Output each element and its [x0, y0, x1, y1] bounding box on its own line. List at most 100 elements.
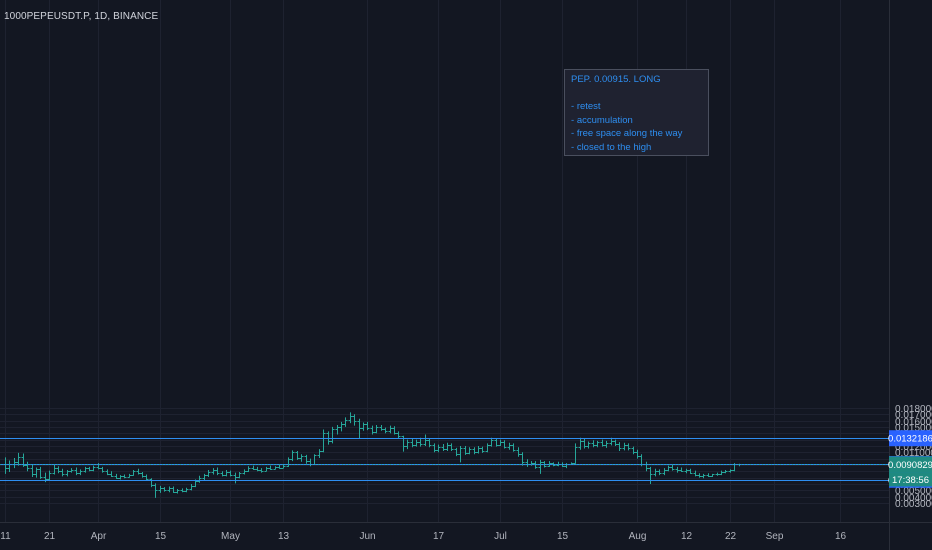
ohlc-bar	[675, 466, 680, 473]
trade-note-title: PEP. 0.00915. LONG	[571, 74, 661, 85]
ohlc-bar	[723, 470, 728, 474]
ohlc-bar	[60, 468, 65, 477]
ohlc-bar	[109, 471, 114, 478]
ohlc-bar	[52, 464, 57, 475]
x-tick-label: 15	[155, 531, 167, 542]
x-tick-label: Aug	[629, 531, 647, 542]
ohlc-bar	[290, 450, 295, 462]
ohlc-bar	[105, 469, 110, 476]
x-tick-label: Jul	[494, 531, 507, 542]
ohlc-bar	[228, 470, 233, 477]
ohlc-bar	[388, 425, 393, 434]
ohlc-bar	[78, 469, 83, 476]
ohlc-bar	[197, 475, 202, 483]
ohlc-bar	[25, 461, 30, 472]
ohlc-bar	[472, 447, 477, 455]
ohlc-bar	[114, 473, 119, 479]
last-price-tag-bg	[889, 456, 932, 473]
countdown-label: 17:38:56	[892, 475, 929, 486]
ohlc-bar	[259, 468, 264, 473]
trade-note-line: accumulation	[571, 114, 702, 128]
ohlc-bar	[242, 469, 247, 475]
ohlc-bar	[202, 473, 207, 481]
ohlc-bar	[357, 418, 362, 439]
horizontal-levels[interactable]	[0, 438, 889, 481]
y-tick-label: 0.0180000	[895, 404, 932, 415]
ohlc-bar	[684, 468, 689, 474]
ohlc-bar	[418, 437, 423, 447]
ohlc-bar	[719, 470, 724, 476]
ohlc-bar	[600, 439, 605, 447]
y-tick-label: 0.0150000	[895, 423, 932, 434]
price-axis-tags: 0.01321860.00915000.00666560.009082917:3…	[888, 430, 932, 488]
ohlc-bar	[220, 471, 225, 477]
ohlc-bar	[91, 465, 96, 472]
ohlc-bar	[427, 438, 432, 448]
ohlc-bar	[604, 440, 609, 448]
x-tick-label: May	[221, 531, 240, 542]
ohlc-bar	[277, 464, 282, 469]
ohlc-bar	[693, 470, 698, 477]
ohlc-bar	[414, 439, 419, 447]
ohlc-bar	[365, 421, 370, 431]
last-price-tag: 0.0090829	[888, 460, 932, 471]
ohlc-bar	[74, 467, 79, 476]
ohlc-bar	[65, 470, 70, 477]
ohlc-bar	[715, 472, 720, 476]
ohlc-bar	[127, 473, 132, 478]
x-tick-label: 22	[725, 531, 737, 542]
y-tick-label: 0.0030000	[895, 499, 932, 510]
trade-note-line: free space along the way	[571, 127, 702, 141]
ohlc-bar	[662, 468, 667, 476]
ohlc-bar	[140, 471, 145, 478]
x-tick-label: Sep	[766, 531, 784, 542]
ohlc-bar	[449, 443, 454, 452]
ohlc-bar	[16, 452, 21, 466]
ohlc-bar	[480, 446, 485, 453]
ohlc-bar	[653, 468, 658, 477]
ohlc-bar	[251, 465, 256, 471]
ohlc-bar	[56, 466, 61, 474]
ohlc-bar	[153, 483, 158, 498]
y-tick-label: 0.0170000	[895, 410, 932, 421]
ohlc-bar	[30, 464, 35, 478]
y-tick-label: 0.0160000	[895, 417, 932, 428]
x-tick-label: 17	[433, 531, 445, 542]
ohlc-bar	[631, 446, 636, 455]
ohlc-bar	[299, 454, 304, 462]
ohlc-bar	[189, 483, 194, 491]
ohlc-bar	[666, 465, 671, 472]
ohlc-bar	[582, 438, 587, 449]
time-axis[interactable]: 11 21 Apr 15 May 13 Jun 17 Jul 15 Aug 12 22 Sep 16	[0, 531, 846, 542]
ohlc-bar	[47, 470, 52, 481]
ohlc-bar	[361, 422, 366, 431]
ohlc-bar	[688, 468, 693, 474]
ohlc-bar	[330, 426, 335, 444]
ohlc-bar	[701, 473, 706, 479]
ohlc-bar	[436, 444, 441, 453]
ohlc-bar	[87, 466, 92, 472]
ohlc-bar	[339, 421, 344, 432]
ohlc-bar	[295, 451, 300, 460]
ohlc-bar	[432, 443, 437, 453]
ohlc-bar	[595, 440, 600, 448]
ohlc-bar	[498, 439, 503, 446]
ohlc-bar	[697, 473, 702, 478]
ohlc-bar	[516, 447, 521, 457]
ohlc-bar	[273, 466, 278, 470]
ohlc-bar	[281, 464, 286, 469]
ohlc-bar	[348, 412, 353, 424]
x-tick-label: Jun	[359, 531, 375, 542]
ohlc-bar	[122, 474, 127, 479]
ohlc-bar	[573, 443, 578, 464]
ohlc-bar	[622, 442, 627, 451]
ohlc-bar	[83, 466, 88, 473]
ohlc-bar	[383, 427, 388, 434]
ohlc-bar	[233, 472, 238, 484]
ohlc-bar	[502, 440, 507, 449]
ohlc-bar	[215, 467, 220, 476]
ohlc-bar	[405, 439, 410, 450]
trade-note-box[interactable]: PEP. 0.00915. LONG retest accumulation f…	[564, 69, 709, 156]
ohlc-bar	[343, 417, 348, 427]
